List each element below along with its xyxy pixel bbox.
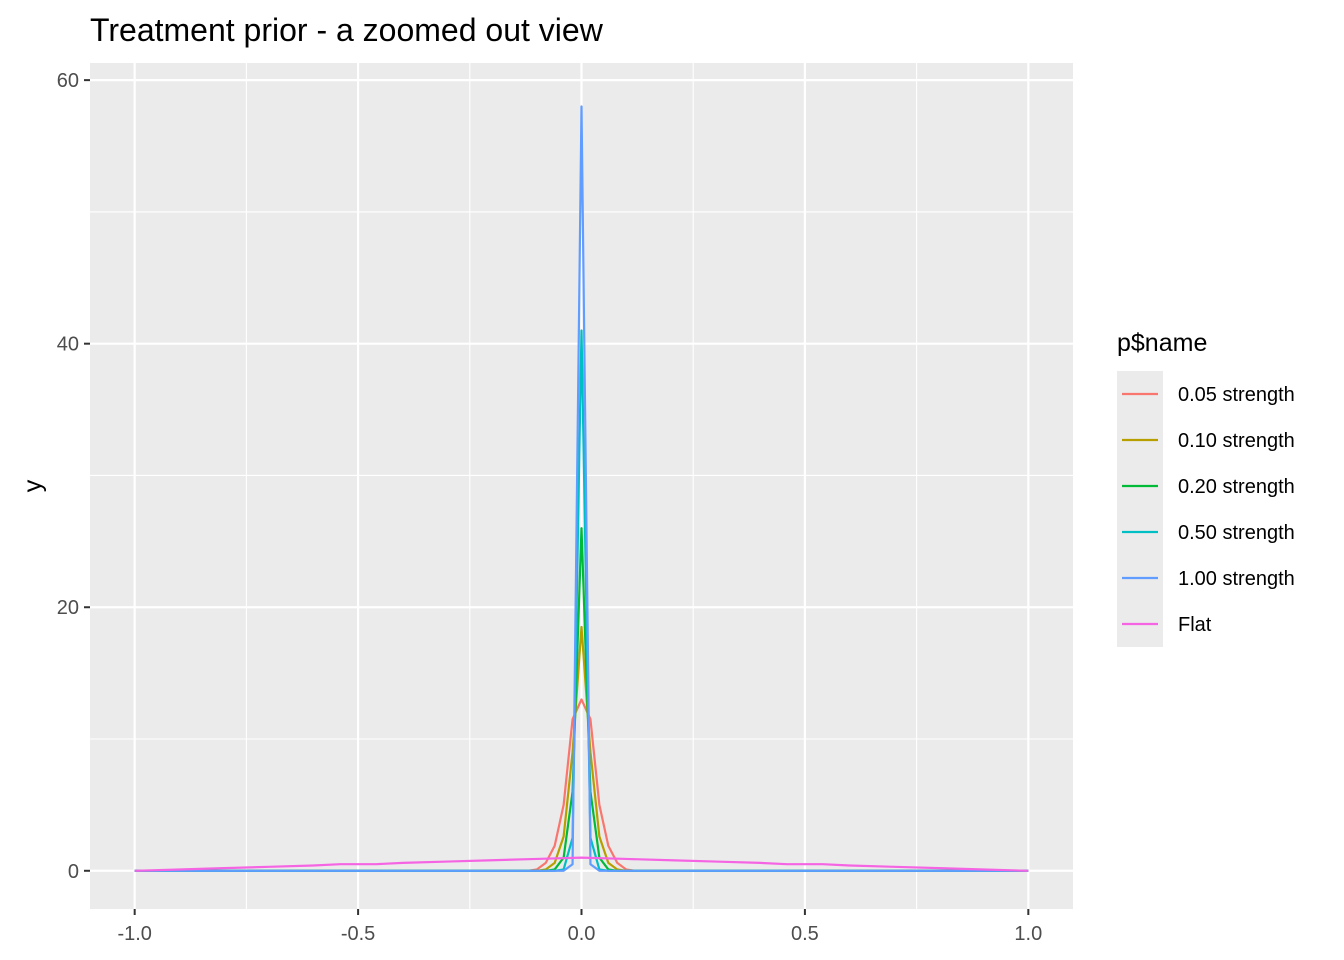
legend-label: 0.50 strength [1178,522,1295,544]
legend: 0.05 strength 0.10 strength 0.20 strength 0… [1117,371,1295,647]
series-line [134,698,1029,872]
x-tick-label: -1.0 [117,923,151,945]
x-axis: -1.0 -0.5 0.0 0.5 1.0 [117,909,1042,945]
legend-label: 1.00 strength [1178,568,1295,590]
legend-label: Flat [1178,614,1212,636]
series-line [134,105,1029,872]
y-axis: 0 20 40 60 [57,70,90,883]
series-line [134,625,1029,872]
legend-label: 0.20 strength [1178,476,1295,498]
legend-label: 0.10 strength [1178,430,1295,452]
y-axis-title: y [19,479,47,492]
x-tick-label: -0.5 [341,923,375,945]
y-tick-label: 0 [68,861,79,883]
x-tick-label: 0.0 [568,923,596,945]
y-tick-label: 20 [57,597,79,619]
chart-title: Treatment prior - a zoomed out view [90,12,604,48]
legend-title: p$name [1117,329,1207,357]
series-line [134,856,1029,872]
x-tick-label: 1.0 [1014,923,1042,945]
y-tick-label: 60 [57,70,79,92]
legend-label: 0.05 strength [1178,384,1295,406]
x-tick-label: 0.5 [791,923,819,945]
series-lines [134,105,1029,872]
y-tick-label: 40 [57,334,79,356]
